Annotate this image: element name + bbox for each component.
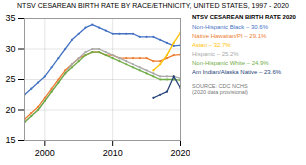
- svg-text:35: 35: [5, 13, 15, 23]
- html-text:Native Hawaiian/PI – 29.1%: Native Hawaiian/PI – 29.1%: [192, 33, 267, 39]
- svg-text:2010: 2010: [103, 148, 123, 158]
- svg-text:2020: 2020: [170, 148, 190, 158]
- html-text:NTSV CESAREAN BIRTH RATE 2020: NTSV CESAREAN BIRTH RATE 2020: [192, 14, 296, 20]
- svg-text:2000: 2000: [35, 148, 55, 158]
- html-text:Non-Hispanic White – 24.9%: Non-Hispanic White – 24.9%: [192, 60, 269, 66]
- svg-text:20: 20: [5, 105, 15, 115]
- html-text:Hispanic – 25.2%: Hispanic – 25.2%: [192, 51, 239, 57]
- svg-text:30: 30: [5, 44, 15, 54]
- html-text:NTSV CESAREAN BIRTH RATE BY RA: NTSV CESAREAN BIRTH RATE BY RACE/ETHNICI…: [17, 2, 289, 9]
- html-text:Am Indian/Alaska Native – 23.6: Am Indian/Alaska Native – 23.6%: [192, 69, 282, 75]
- html-text:Non-Hispanic Black – 30.6%: Non-Hispanic Black – 30.6%: [192, 24, 268, 30]
- svg-text:25: 25: [5, 74, 15, 84]
- svg-text:15: 15: [5, 135, 15, 145]
- html-text:SOURCE: CDC NCHS (2020 data pr: SOURCE: CDC NCHS (2020 data provisional): [192, 83, 248, 95]
- html-text:Asian – 32.7%: Asian – 32.7%: [192, 42, 231, 48]
